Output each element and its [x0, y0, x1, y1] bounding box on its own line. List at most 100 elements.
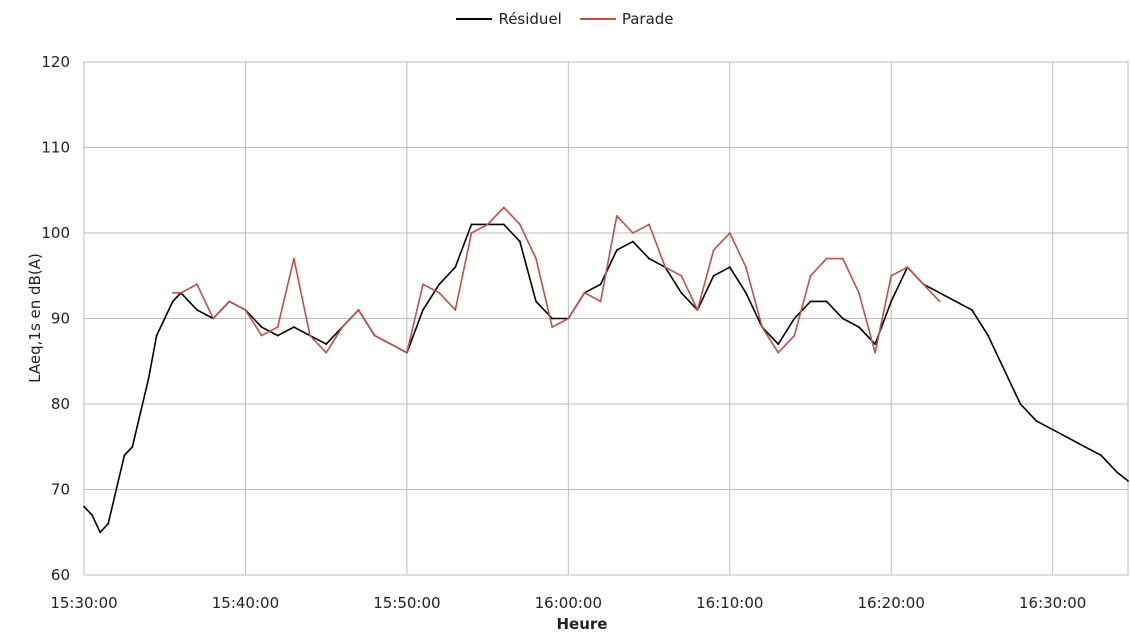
x-tick-label: 15:40:00 [212, 594, 279, 612]
data-point [1067, 437, 1070, 440]
data-point [292, 326, 295, 328]
data-point [91, 514, 93, 517]
data-point [171, 300, 174, 303]
x-axis-label: Heure [557, 615, 608, 633]
data-point [793, 317, 796, 320]
x-tick-label: 16:20:00 [858, 594, 925, 612]
data-point [454, 266, 457, 269]
data-point [599, 300, 602, 303]
data-point [405, 351, 408, 354]
data-point [139, 411, 142, 414]
series-line [83, 223, 1129, 534]
data-point [228, 300, 231, 303]
data-point [874, 351, 876, 354]
y-tick-label: 110 [41, 139, 70, 157]
data-point [761, 326, 763, 328]
data-point [276, 334, 279, 337]
data-point [599, 283, 602, 286]
data-point [712, 274, 715, 277]
data-point [171, 291, 174, 294]
data-point [809, 300, 812, 303]
y-tick-label: 60 [51, 566, 70, 584]
data-point [696, 309, 699, 311]
x-tick-label: 15:30:00 [50, 594, 117, 612]
y-tick-label: 80 [51, 395, 70, 413]
series-rsiduel [83, 223, 1129, 534]
y-axis-label: LAeq,1s en dB(A) [26, 253, 44, 383]
data-point [1127, 480, 1129, 482]
data-point [179, 291, 182, 294]
data-point [309, 334, 311, 337]
data-point [196, 283, 198, 286]
data-point [518, 223, 521, 226]
data-point [680, 274, 683, 277]
data-point [906, 266, 909, 269]
y-tick-label: 120 [41, 53, 70, 71]
data-point [793, 334, 796, 337]
y-tick-label: 100 [41, 224, 70, 242]
data-point [632, 232, 634, 234]
data-point [292, 257, 295, 260]
data-point [583, 291, 586, 294]
data-point [260, 334, 263, 337]
x-tick-label: 16:00:00 [535, 594, 602, 612]
data-point [1100, 454, 1102, 457]
data-point [809, 274, 812, 277]
data-point [325, 351, 328, 354]
data-point [615, 249, 618, 252]
plot-frame [83, 61, 1129, 576]
data-point [777, 351, 780, 354]
data-point [922, 283, 925, 286]
data-point [535, 257, 537, 260]
data-point [825, 257, 828, 260]
data-point [155, 334, 158, 337]
data-point [874, 343, 876, 346]
data-point [938, 300, 941, 303]
data-point [648, 257, 650, 260]
data-point [212, 317, 215, 320]
data-point [728, 266, 731, 269]
grid [83, 61, 1129, 576]
plot-area [83, 206, 1129, 534]
legend-item-parade: Parade [579, 10, 674, 28]
data-point [858, 326, 860, 328]
data-point [107, 522, 110, 525]
data-point [115, 488, 118, 491]
legend-item-residuel: Résiduel [456, 10, 562, 28]
data-point [196, 309, 198, 311]
data-point [632, 240, 634, 243]
data-point [341, 326, 344, 328]
data-point [841, 257, 844, 260]
data-point [777, 343, 780, 346]
data-point [825, 300, 828, 303]
y-tick-labels: 60 70 80 90 100 110 120 [41, 53, 70, 584]
data-point [890, 300, 893, 303]
data-point [276, 326, 279, 328]
y-tick-label: 90 [51, 310, 70, 328]
data-point [123, 454, 126, 457]
data-point [131, 445, 134, 448]
data-point [648, 223, 650, 226]
data-point [1084, 445, 1086, 448]
data-point [841, 317, 844, 320]
data-point [422, 309, 424, 311]
data-point [745, 266, 747, 269]
data-point [938, 291, 941, 294]
data-point [325, 343, 328, 346]
data-point [422, 283, 424, 286]
data-point [147, 377, 150, 380]
data-point [1003, 368, 1006, 371]
x-tick-labels: 15:30:00 15:40:00 15:50:00 16:00:00 16:10:00… [50, 594, 1086, 612]
data-point [518, 240, 521, 243]
data-point [244, 309, 247, 311]
data-point [163, 317, 166, 320]
data-point [1051, 428, 1054, 431]
legend: Résiduel Parade [0, 10, 1130, 28]
data-point [260, 326, 263, 328]
data-point [567, 317, 570, 320]
data-point [470, 223, 473, 226]
data-point [1116, 471, 1119, 474]
data-point [987, 334, 989, 337]
data-point [438, 291, 441, 294]
